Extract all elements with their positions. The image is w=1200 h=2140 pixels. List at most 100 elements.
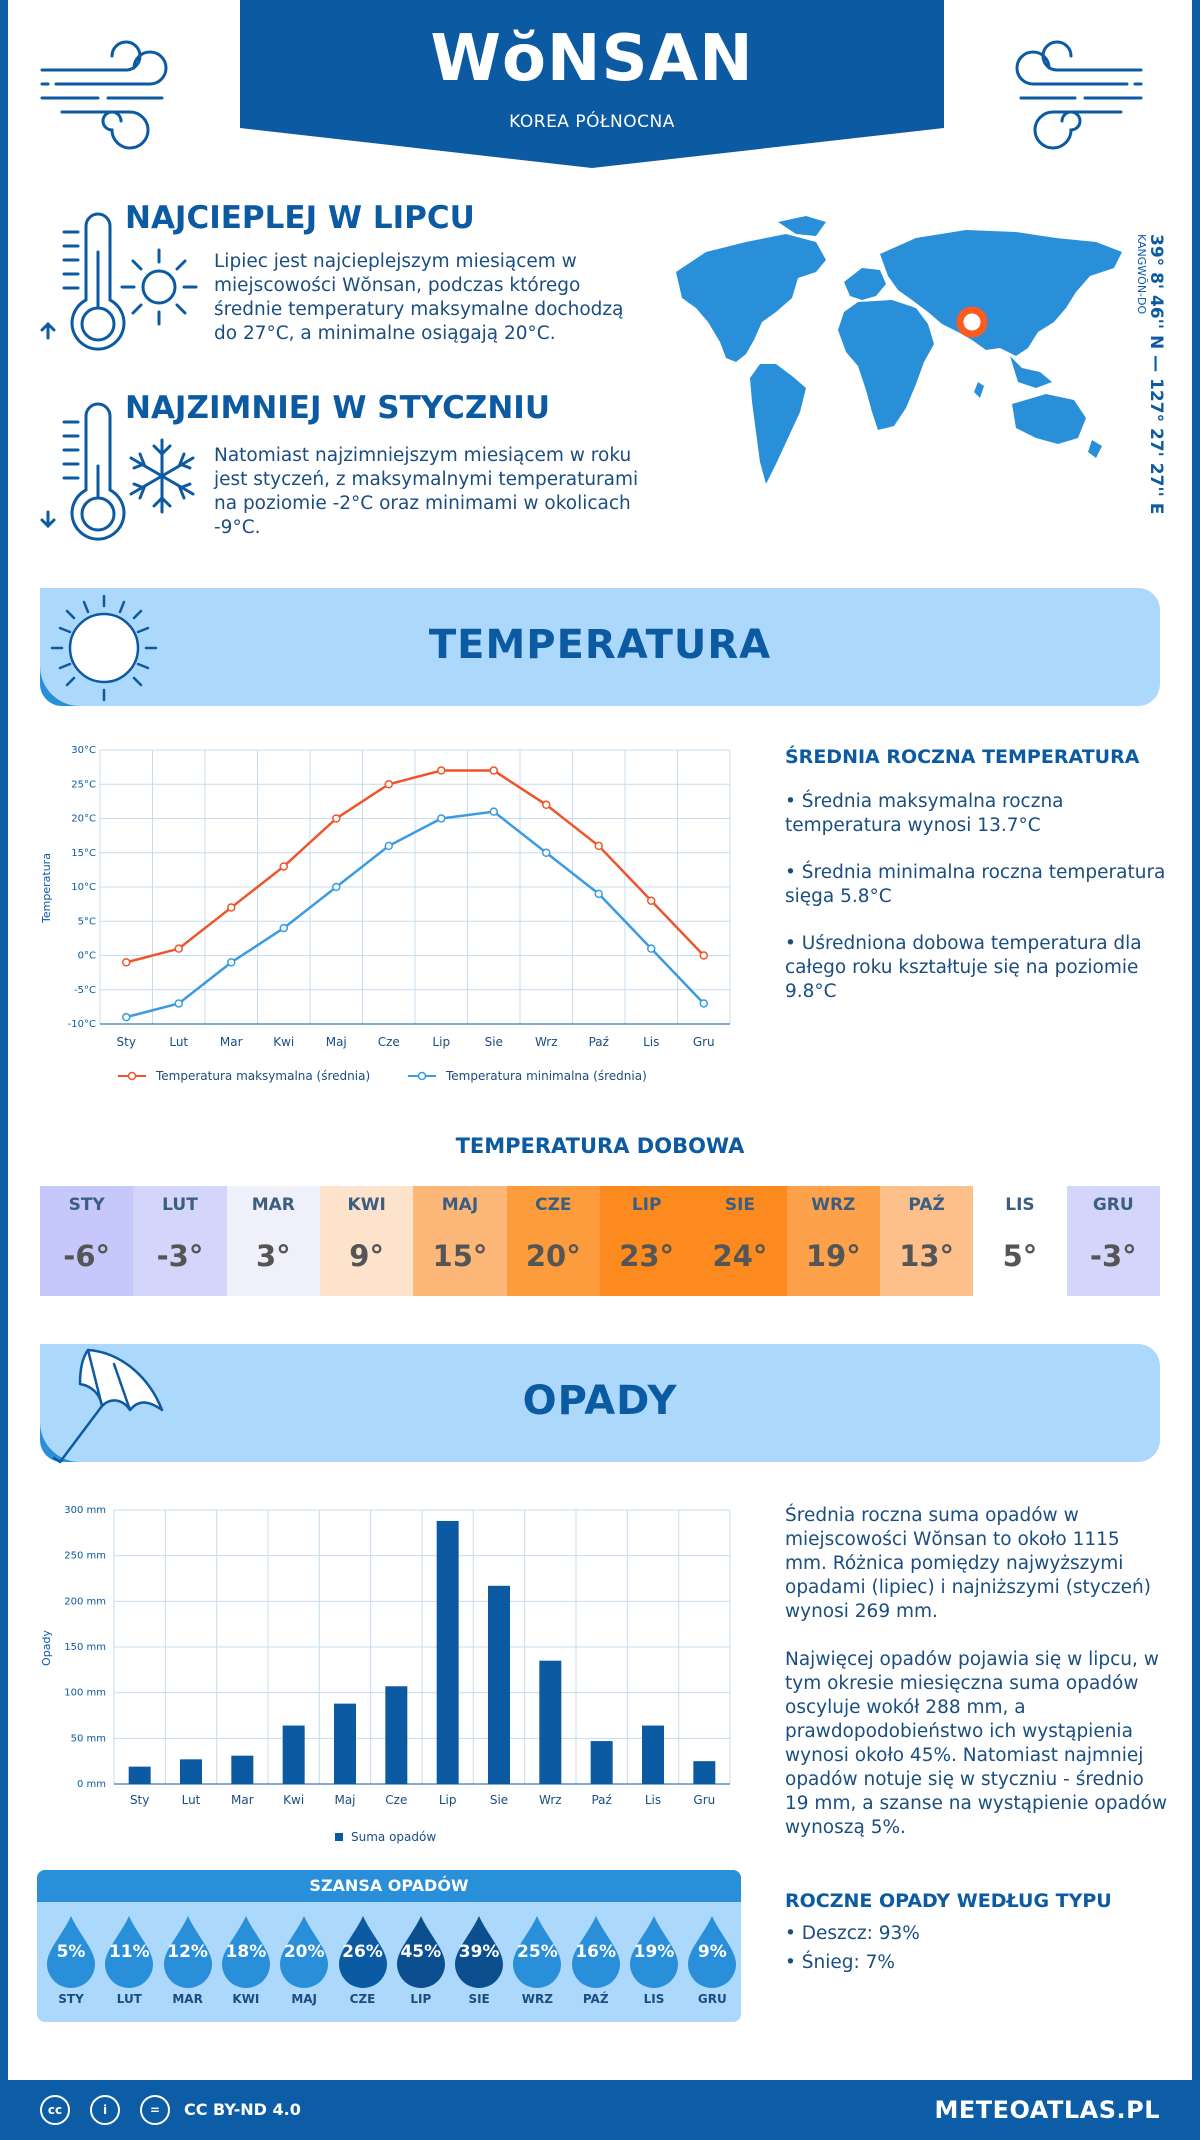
- site-link[interactable]: METEOATLAS.PL: [934, 2096, 1160, 2124]
- x-tick-label: Mar: [231, 1793, 254, 1807]
- precip-bar: [539, 1660, 562, 1784]
- month-label: CZE: [349, 1992, 376, 2006]
- rain-chance-value: 5%: [56, 1942, 86, 1962]
- warmest-text: Lipiec jest najcieplejszym miesiącem w m…: [214, 251, 624, 344]
- max-temp-point: [227, 903, 236, 912]
- y-tick-label: 10°C: [71, 882, 96, 893]
- month-label: LIP: [410, 1992, 432, 2006]
- coldest-heading: NAJZIMNIEJ W STYCZNIU: [125, 390, 550, 426]
- month-label: CZE: [506, 1186, 600, 1224]
- y-tick-label: 50 mm: [71, 1733, 106, 1744]
- drop-icon: [280, 1916, 329, 1988]
- drop-icon: [105, 1916, 154, 1988]
- y-tick-label: 25°C: [71, 779, 96, 790]
- month-label: LUT: [133, 1186, 227, 1224]
- month-label: KWI: [232, 1992, 260, 2006]
- x-tick-label: Wrz: [535, 1035, 558, 1049]
- month-label: MAJ: [291, 1992, 318, 2006]
- rain-chance-drop: 39% SIE: [451, 1914, 507, 2006]
- coldest-text: Natomiast najzimniejszym miesiącem w rok…: [214, 445, 639, 538]
- page-title: WŏNSAN: [430, 22, 754, 96]
- precip-type-heading: ROCZNE OPADY WEDŁUG TYPU: [785, 1890, 1112, 1912]
- rain-chance-value: 20%: [283, 1942, 325, 1962]
- month-label: KWI: [319, 1186, 414, 1224]
- max-temp-point: [542, 800, 551, 810]
- region-name: KANGWŎN-DO: [1135, 234, 1148, 315]
- x-tick-label: Sie: [490, 1793, 508, 1807]
- x-tick-label: Lip: [439, 1793, 457, 1807]
- y-tick-label: 20°C: [71, 814, 96, 825]
- month-label: WRZ: [521, 1992, 553, 2006]
- world-map: [676, 216, 1122, 484]
- daily-temp-value: 9°: [319, 1224, 414, 1296]
- daily-temp-cell: MAJ 15°: [413, 1186, 507, 1296]
- min-temp-point: [122, 1012, 131, 1022]
- cc-icon[interactable]: cc: [40, 2095, 70, 2125]
- x-tick-label: Cze: [378, 1035, 400, 1049]
- daily-temp-cell: LUT -3°: [133, 1186, 227, 1296]
- rain-chance-value: 9%: [697, 1942, 727, 1962]
- y-tick-label: 0 mm: [77, 1779, 106, 1790]
- no-derivatives-icon[interactable]: =: [140, 2095, 170, 2125]
- annual-temp-heading: ŚREDNIA ROCZNA TEMPERATURA: [785, 746, 1140, 768]
- daily-temp-cell: WRZ 19°: [786, 1186, 880, 1296]
- rain-chance-value: 18%: [225, 1942, 267, 1962]
- y-tick-label: 150 mm: [64, 1642, 106, 1653]
- daily-temp-value: 23°: [599, 1224, 694, 1296]
- min-temp-line: [125, 810, 705, 1019]
- rain-chance-value: 12%: [167, 1942, 208, 1962]
- min-temp-point: [489, 807, 498, 816]
- month-label: MAJ: [413, 1186, 507, 1224]
- x-tick-label: Sty: [130, 1793, 149, 1807]
- drop-icon: [221, 1916, 270, 1988]
- precip-bar: [231, 1755, 254, 1784]
- rain-chance-drop: 18% KWI: [218, 1914, 274, 2006]
- daily-temp-value: 15°: [413, 1224, 507, 1296]
- precip-bar: [334, 1703, 356, 1784]
- legend-label-max: Temperatura maksymalna (średnia): [155, 1069, 370, 1083]
- month-label: STY: [58, 1992, 84, 2006]
- legend-label-min: Temperatura minimalna (średnia): [445, 1069, 647, 1083]
- min-temp-point: [647, 944, 656, 953]
- temperature-chart: -10°C -5°C 0°C 5°C 10°C 15°C 20°C 25°C 30°C Sty Lu…: [40, 745, 731, 1083]
- rain-chance-drop: 19% LIS: [626, 1914, 682, 2006]
- x-tick-label: Lut: [169, 1035, 188, 1049]
- x-tick-label: Paź: [591, 1793, 611, 1807]
- rain-chance-value: 45%: [400, 1942, 442, 1962]
- annual-avg-text: • Uśredniona dobowa temperatura dla całe…: [785, 933, 1142, 1002]
- chance-title: SZANSA OPADÓW: [37, 1870, 741, 1902]
- y-tick-label: 300 mm: [64, 1505, 106, 1516]
- y-tick-label: 0°C: [78, 951, 96, 962]
- daily-temp-value: 20°: [506, 1224, 600, 1296]
- x-tick-label: Lis: [645, 1793, 661, 1807]
- y-axis-label: Temperatura: [40, 853, 53, 924]
- min-temp-point: [437, 814, 446, 823]
- month-label: PAŹ: [582, 1992, 609, 2006]
- x-tick-label: Cze: [385, 1793, 407, 1807]
- precip-bar: [488, 1585, 510, 1784]
- daily-temp-value: -3°: [133, 1224, 227, 1296]
- min-temp-point: [279, 923, 288, 933]
- rain-chance-value: 19%: [633, 1942, 675, 1962]
- thermometer-cold-icon: [40, 402, 126, 541]
- attribution-icon[interactable]: i: [90, 2095, 120, 2125]
- coordinates: 39° 8' 46'' N — 127° 27' 27'' E KANGWŎN-…: [1135, 234, 1178, 514]
- coordinates-value: 39° 8' 46'' N — 127° 27' 27'' E: [1146, 234, 1166, 515]
- temperature-title: TEMPERATURA: [428, 622, 772, 668]
- rain-chance-drop: 16% PAŹ: [568, 1914, 624, 2006]
- snow-share: • Śnieg: 7%: [785, 1952, 895, 1973]
- license-label[interactable]: CC BY-ND 4.0: [184, 2100, 301, 2119]
- rain-chance-drop: 5% STY: [43, 1914, 99, 2006]
- rain-chance-drop: 25% WRZ: [509, 1914, 565, 2006]
- precipitation-chance-panel: SZANSA OPADÓW 5% STY 11% LUT 12% MAR 18% KWI 20%…: [37, 1870, 741, 2022]
- month-label: LUT: [116, 1992, 142, 2006]
- daily-temp-value: 5°: [973, 1224, 1067, 1296]
- y-tick-label: 15°C: [71, 848, 96, 859]
- daily-temperature-table: STY -6° LUT -3° MAR 3° KWI 9° MAJ 15° CZE 20° LIP 23°…: [40, 1186, 1160, 1296]
- daily-temp-value: -3°: [1066, 1224, 1160, 1296]
- rain-chance-value: 16%: [575, 1942, 617, 1962]
- precipitation-chart: 0 mm 50 mm 100 mm 150 mm 200 mm 250 mm 300 mm S…: [40, 1505, 731, 1844]
- daily-temp-value: 24°: [693, 1224, 787, 1296]
- max-temp-point: [594, 841, 603, 851]
- month-label: GRU: [1066, 1186, 1160, 1224]
